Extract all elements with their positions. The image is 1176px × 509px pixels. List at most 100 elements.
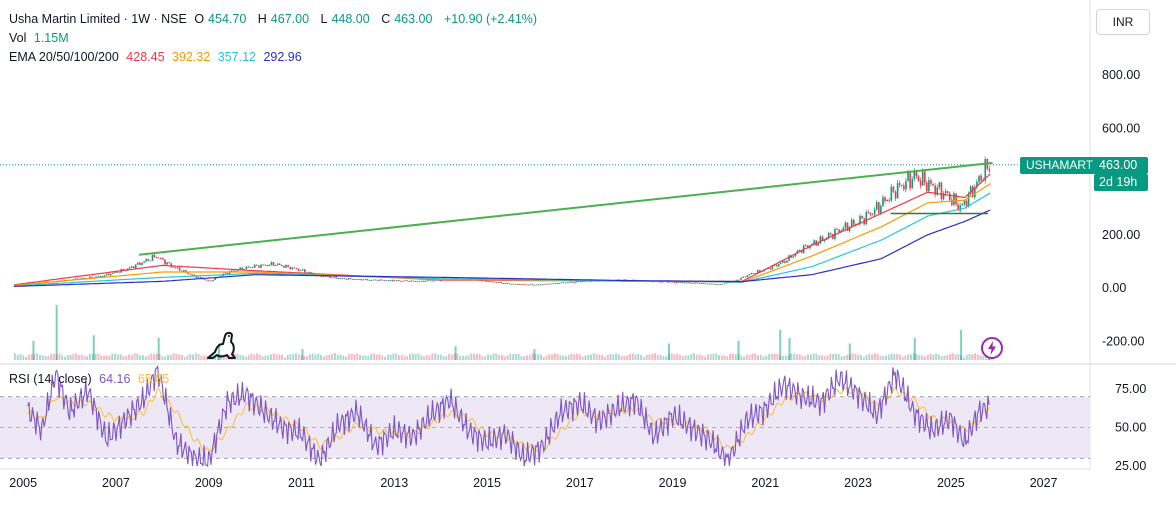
candle-body: [143, 261, 145, 263]
volume-bar: [918, 354, 921, 360]
volume-bar: [937, 354, 940, 360]
candle-body: [942, 193, 945, 200]
volume-bar: [247, 354, 250, 360]
candle-body: [414, 281, 417, 282]
volume-bar: [406, 356, 409, 360]
volume-spike: [218, 343, 220, 360]
candle-body: [804, 245, 807, 247]
candle-body: [241, 267, 244, 270]
candle-body: [915, 171, 918, 177]
candle-body: [708, 283, 711, 285]
candle-body: [278, 263, 281, 265]
volume-bar: [509, 353, 512, 360]
candle-body: [237, 269, 239, 271]
volume-bar: [200, 355, 203, 360]
volume-bar: [128, 354, 131, 360]
rsi-pane[interactable]: [0, 365, 1090, 467]
price-pane[interactable]: [0, 156, 1090, 287]
candle-body: [715, 284, 717, 285]
volume-bar: [979, 355, 982, 360]
candle-body: [548, 283, 550, 285]
volume-bar: [166, 355, 169, 360]
volume-bar: [701, 355, 704, 360]
candle-body: [245, 266, 248, 270]
candle-body: [38, 283, 41, 285]
volume-bar: [754, 353, 757, 360]
candle-body: [554, 283, 557, 284]
volume-bar: [281, 354, 284, 360]
volume-bar: [303, 355, 306, 360]
candle-body: [752, 273, 755, 274]
volume-bar: [172, 353, 175, 360]
candle-body: [953, 193, 955, 205]
candle-body: [744, 276, 747, 278]
candle-body: [978, 175, 980, 182]
candle-body: [869, 212, 872, 215]
candle-body: [289, 266, 292, 270]
volume-bar: [392, 353, 395, 360]
candle-body: [813, 240, 815, 244]
volume-bar: [386, 354, 389, 360]
candle-body: [521, 284, 523, 286]
symbol-title[interactable]: Usha Martin Limited · 1W · NSE: [9, 12, 187, 26]
currency-button[interactable]: INR: [1096, 9, 1150, 35]
candle-body: [623, 279, 625, 281]
time-tick-label: 2025: [937, 476, 965, 490]
volume-spike: [960, 329, 963, 360]
candle-body: [539, 284, 542, 286]
time-tick-label: 2019: [659, 476, 687, 490]
volume-bar: [723, 355, 726, 360]
open-value: O 454.70: [194, 12, 247, 26]
candle-body: [827, 233, 830, 239]
volume-bar: [77, 355, 80, 360]
candle-body: [91, 276, 93, 278]
volume-bar: [473, 353, 476, 360]
volume-bar: [921, 355, 924, 360]
candle-body: [354, 279, 356, 280]
volume-bar: [840, 356, 843, 360]
candle-body: [711, 283, 713, 285]
symbol-tag[interactable]: USHAMART: [1020, 157, 1100, 174]
volume-bar: [180, 354, 183, 360]
volume-bar: [679, 354, 682, 360]
volume-bar: [83, 356, 86, 360]
candle-body: [293, 267, 296, 269]
candle-body: [844, 222, 847, 228]
candle-body: [673, 282, 676, 283]
volume-bar: [153, 353, 156, 360]
volume-bar: [80, 354, 83, 360]
candle-body: [898, 183, 901, 185]
candle-body: [817, 243, 820, 246]
volume-bar: [467, 355, 470, 360]
candle-body: [193, 274, 196, 276]
volume-bar: [264, 355, 267, 360]
candle-body: [525, 284, 527, 286]
candle-body: [379, 279, 381, 281]
lightning-icon[interactable]: [980, 336, 1004, 360]
volume-bar: [269, 354, 272, 360]
candle-body: [683, 282, 686, 284]
volume-spike: [55, 305, 58, 360]
candle-body: [99, 276, 102, 277]
price-tick-label: 200.00: [1102, 228, 1140, 242]
candle-body: [364, 279, 367, 280]
low-value: L 448.00: [320, 12, 370, 26]
volume-bar: [809, 354, 812, 360]
main-legend: Usha Martin Limited · 1W · NSE O 454.70 H…: [9, 12, 541, 26]
candle-body: [686, 282, 688, 284]
volume-bar: [581, 356, 584, 360]
candle-body: [535, 284, 538, 286]
volume-bar: [890, 353, 893, 360]
candle-body: [95, 276, 97, 278]
candle-body: [579, 281, 582, 283]
candle-body: [151, 254, 154, 261]
candle-body: [934, 185, 936, 195]
volume-bar: [628, 354, 631, 360]
candle-body: [706, 283, 709, 285]
volume-bar: [645, 354, 648, 360]
candle-body: [961, 204, 964, 206]
candle-body: [80, 278, 83, 279]
volume-bar: [400, 355, 403, 360]
candle-body: [558, 283, 561, 284]
